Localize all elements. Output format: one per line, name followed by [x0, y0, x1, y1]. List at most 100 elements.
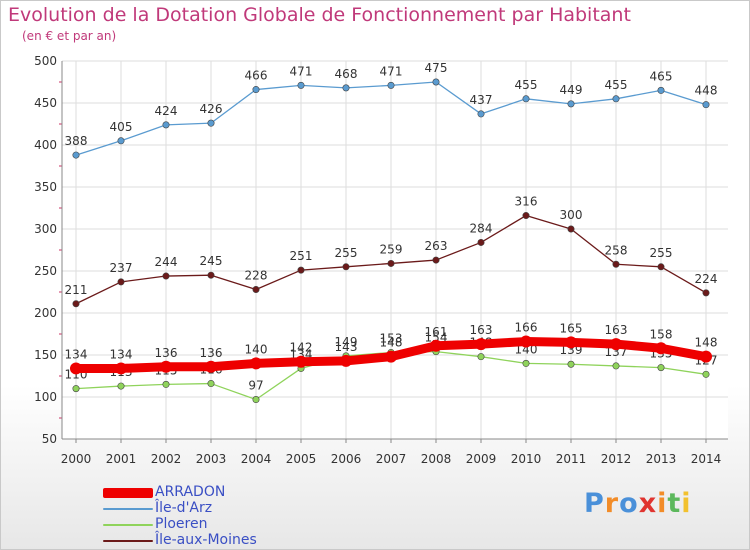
y-tick-label: 200: [34, 306, 57, 320]
data-point: [297, 81, 305, 89]
data-point: [612, 362, 620, 370]
data-point: [702, 289, 710, 297]
y-tick-label: 50: [42, 432, 57, 446]
x-tick-label: 2008: [421, 452, 452, 466]
data-label: 165: [560, 321, 583, 335]
data-point: [612, 95, 620, 103]
data-point: [72, 300, 80, 308]
data-point: [657, 86, 665, 94]
legend-label: Île-aux-Moines: [155, 532, 257, 548]
data-point: [207, 271, 215, 279]
data-label: 448: [695, 84, 718, 98]
data-point: [655, 342, 667, 355]
data-label: 136: [200, 346, 223, 360]
data-label: 148: [695, 336, 718, 350]
x-tick-label: 2013: [646, 452, 677, 466]
legend-swatch: [103, 524, 153, 526]
data-label: 97: [248, 379, 263, 393]
data-point: [162, 272, 170, 280]
data-point: [115, 362, 127, 375]
data-point: [162, 121, 170, 129]
data-label: 255: [335, 246, 358, 260]
data-label: 142: [290, 341, 313, 355]
logo-letter: i: [657, 488, 668, 519]
y-tick-label: 350: [34, 180, 57, 194]
data-point: [387, 259, 395, 267]
logo-letter: x: [638, 488, 658, 519]
data-label: 134: [65, 347, 88, 361]
data-point: [205, 360, 217, 373]
data-label: 388: [65, 134, 88, 148]
data-label: 424: [155, 104, 178, 118]
data-point: [612, 260, 620, 268]
legend-swatch: [103, 540, 153, 542]
legend-label: Ploeren: [155, 516, 208, 532]
legend-item: Ploeren: [103, 516, 363, 532]
data-point: [477, 238, 485, 246]
data-point: [567, 100, 575, 108]
data-point: [477, 353, 485, 361]
data-label: 455: [515, 78, 538, 92]
data-label: 465: [650, 69, 673, 83]
data-point: [250, 357, 262, 370]
y-tick-label: 150: [34, 348, 57, 362]
data-point: [657, 364, 665, 372]
data-point: [522, 212, 530, 220]
x-tick-label: 2005: [286, 452, 317, 466]
data-point: [432, 256, 440, 264]
data-point: [567, 360, 575, 368]
x-tick-label: 2004: [241, 452, 272, 466]
x-tick-label: 2011: [556, 452, 587, 466]
data-point: [117, 137, 125, 145]
data-point: [385, 350, 397, 363]
x-tick-label: 2006: [331, 452, 362, 466]
data-label: 455: [605, 78, 628, 92]
data-point: [70, 362, 82, 375]
data-label: 405: [110, 120, 133, 134]
data-point: [657, 263, 665, 271]
data-label: 468: [335, 67, 358, 81]
data-label: 471: [380, 64, 403, 78]
data-point: [295, 355, 307, 368]
y-tick-label: 450: [34, 96, 57, 110]
x-tick-label: 2012: [601, 452, 632, 466]
data-label: 153: [380, 331, 403, 345]
x-tick-label: 2001: [106, 452, 137, 466]
data-label: 224: [695, 272, 718, 286]
data-point: [72, 151, 80, 159]
data-label: 134: [110, 347, 133, 361]
chart-subtitle: (en € et par an): [22, 29, 117, 43]
data-point: [160, 360, 172, 373]
logo-letter: t: [667, 488, 682, 519]
data-point: [700, 350, 712, 363]
data-label: 161: [425, 325, 448, 339]
legend-swatch: [103, 488, 153, 498]
data-point: [162, 380, 170, 388]
data-point: [252, 396, 260, 404]
x-tick-label: 2007: [376, 452, 407, 466]
data-point: [72, 385, 80, 393]
data-label: 237: [110, 261, 133, 275]
x-tick-label: 2009: [466, 452, 497, 466]
x-tick-label: 2014: [691, 452, 722, 466]
data-label: 140: [245, 342, 268, 356]
data-label: 258: [605, 243, 628, 257]
data-label: 449: [560, 83, 583, 97]
x-tick-label: 2000: [61, 452, 92, 466]
data-point: [702, 101, 710, 109]
data-point: [430, 339, 442, 352]
data-point: [207, 119, 215, 127]
legend-label: Île-d'Arz: [155, 500, 213, 516]
logo-letter: r: [604, 488, 620, 519]
data-point: [297, 266, 305, 274]
data-label: 471: [290, 64, 313, 78]
data-point: [342, 84, 350, 92]
data-label: 284: [470, 221, 493, 235]
data-point: [522, 95, 530, 103]
data-point: [610, 338, 622, 351]
data-point: [387, 81, 395, 89]
y-tick-label: 250: [34, 264, 57, 278]
data-label: 136: [155, 346, 178, 360]
data-point: [432, 78, 440, 86]
